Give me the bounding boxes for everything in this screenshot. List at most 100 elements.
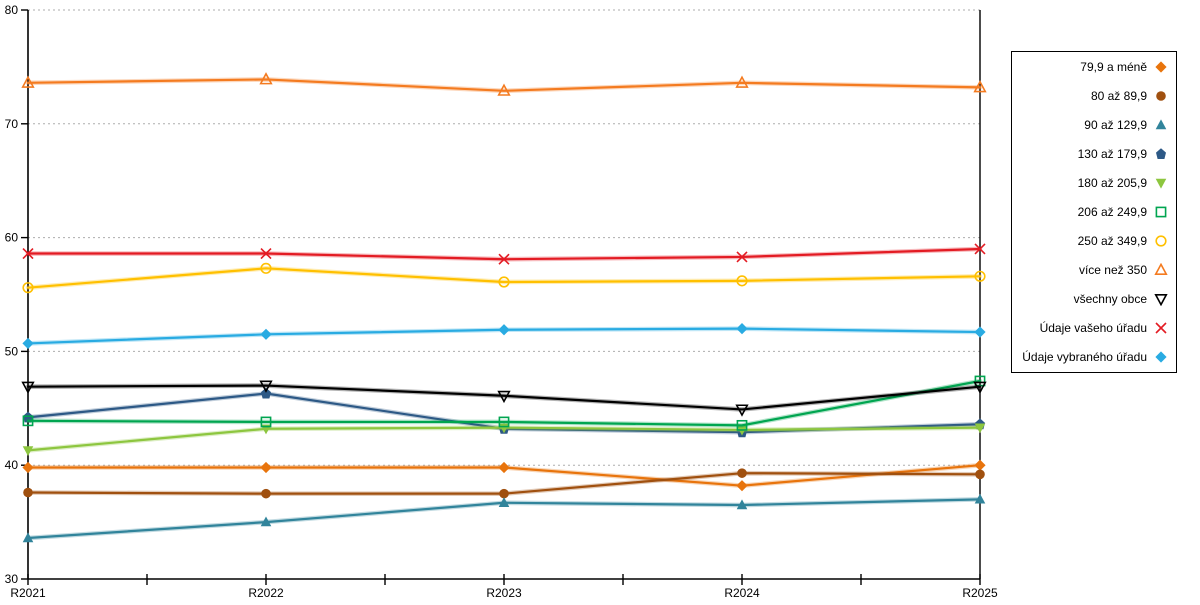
data-point-marker [1156,91,1166,101]
legend-label: 206 až 249,9 [1077,205,1147,219]
data-point-marker [736,251,748,263]
data-point-marker [973,381,987,394]
data-point-marker [736,323,748,335]
series-vice-nez-350 [21,72,987,96]
legend-item-vsechny-obce: všechny obce [1012,285,1176,314]
legend-item-udaje-vaseho-uradu: Údaje vašeho úřadu [1012,314,1176,343]
data-point-marker [261,387,271,399]
legend-label: 250 až 349,9 [1077,234,1147,248]
series-line [26,78,982,92]
legend-item-vice-nez-350: více než 350 [1012,256,1176,285]
data-point-marker [1155,322,1167,334]
data-point-marker [736,275,748,287]
legend-label: Údaje vybraného úřadu [1022,350,1147,364]
data-point-marker [261,488,271,499]
data-point-marker [1154,263,1168,275]
legend-item-130-az-179-9: 130 až 179,9 [1012,140,1176,169]
data-point-marker [21,381,35,394]
legend-marker-circle-icon [1156,91,1166,101]
y-tick-label: 60 [5,231,19,245]
data-point-marker [1156,148,1166,159]
series-79-9-a-mene [22,459,986,492]
series-markers-90-az-129-9 [22,493,986,543]
data-point-marker [22,446,34,457]
y-tick-label: 70 [5,117,19,131]
data-point-marker [497,390,511,404]
series-markers-vsechny-obce [21,380,987,417]
data-point-marker [974,423,986,434]
data-point-marker [1154,293,1168,306]
legend-item-180-az-205-9: 180 až 205,9 [1012,169,1176,198]
data-point-marker [736,480,748,492]
series-markers-79-9-a-mene [22,459,986,492]
y-tick-label: 50 [5,344,19,358]
legend-marker-diamond-icon [1155,61,1167,73]
data-point-marker [21,75,35,88]
legend-label: 79,9 a méně [1080,60,1147,74]
data-point-marker [22,415,34,427]
data-point-marker [260,262,272,274]
data-point-marker [22,247,34,260]
data-point-marker [259,72,273,85]
legend-item-250-az-349-9: 250 až 349,9 [1012,227,1176,256]
legend-label: 80 až 89,9 [1090,89,1147,103]
legend-marker-x-icon [1155,322,1167,334]
series-markers-udaje-vybraneho-uradu [22,323,986,350]
data-point-marker [498,276,510,288]
series-180-az-205-9 [22,423,986,457]
legend-label: všechny obce [1073,292,1147,306]
data-point-marker [22,461,34,474]
data-point-marker [1155,235,1167,247]
data-point-marker [735,404,749,417]
data-point-marker [498,416,510,428]
data-point-marker [975,469,985,480]
data-point-marker [1155,61,1167,73]
data-point-marker [1155,119,1167,130]
data-point-marker [260,516,272,527]
legend-item-206-az-249-9: 206 až 249,9 [1012,198,1176,227]
data-point-marker [498,497,510,507]
data-point-marker [498,461,510,474]
data-point-marker [736,419,748,431]
data-point-marker [22,532,34,543]
data-point-marker [974,326,986,338]
data-point-marker [499,488,509,499]
data-point-marker [260,328,272,340]
legend-marker-circle-icon [1155,235,1167,247]
legend-marker-triangle-up-icon [1154,263,1168,275]
data-point-marker [737,468,747,478]
series-line [26,379,982,427]
data-point-marker [498,253,510,265]
legend-label: více než 350 [1078,263,1147,277]
data-point-marker [735,75,749,88]
series-250-az-349-9 [22,262,986,294]
data-point-marker [259,380,273,393]
legend-label: 180 až 205,9 [1077,176,1147,190]
legend-label: Údaje vašeho úřadu [1039,321,1147,335]
legend-marker-triangle-up-icon [1155,119,1167,130]
legend-marker-triangle-down-icon [1154,293,1168,306]
series-udaje-vybraneho-uradu [22,323,986,350]
series-vsechny-obce [21,380,987,417]
data-point-marker [974,493,986,504]
series-markers-250-az-349-9 [22,262,986,294]
data-point-marker [498,324,510,336]
y-tick-label: 80 [5,3,19,17]
series-markers-206-az-249-9 [22,375,986,431]
data-point-marker [736,499,748,510]
data-point-marker [497,83,511,96]
data-point-marker [973,80,987,93]
data-point-marker [974,270,986,282]
series-markers-80-az-89-9 [23,468,985,499]
series-line [26,384,982,411]
legend: 79,9 a méně 80 až 89,9 90 až 129,9 130 až 1… [1011,51,1177,373]
series-206-az-249-9 [22,375,986,431]
data-point-marker [260,247,272,260]
data-point-marker [974,459,986,471]
data-point-marker [22,337,34,350]
x-tick-label: R2023 [486,586,522,600]
y-tick-label: 30 [5,572,19,586]
series-line [26,267,982,289]
